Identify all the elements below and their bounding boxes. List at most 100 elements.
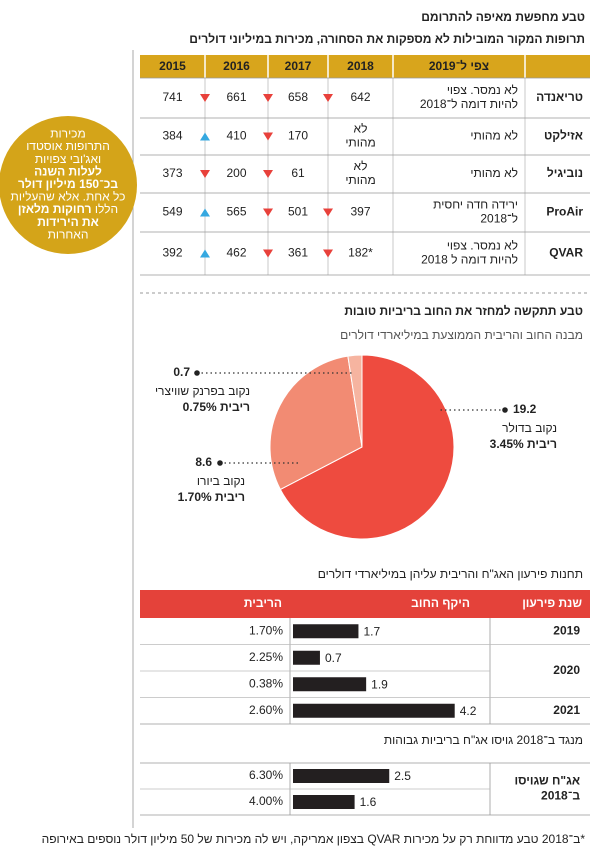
callout-line: האחרות	[48, 228, 89, 242]
chart-title: טבע תתקשה למחזר את החוב בריביות טובות	[344, 304, 583, 318]
leader-dot	[217, 460, 223, 466]
column-header: 2016	[223, 59, 250, 73]
chart-title: מנגד ב־2018 גויסו אג"ח בריביות גבוהות	[384, 733, 583, 747]
bar-value: 0.7	[325, 651, 342, 665]
cell-text: לא	[354, 122, 368, 136]
callout-text: האחרות	[48, 228, 89, 242]
bar	[293, 769, 390, 783]
arrow-up	[200, 132, 210, 141]
subtitle: תרופות המקור המובילות לא מספקות את הסחור…	[189, 32, 585, 46]
cell-number: 397	[350, 205, 370, 219]
callout-text: רחוקות מלאזן	[18, 202, 92, 216]
leader-dot	[502, 407, 508, 413]
rate-value: 3.45%	[490, 437, 524, 451]
cell-text: מהותי	[345, 173, 375, 187]
cell-number: 384	[162, 129, 182, 143]
callout-text: הללו	[95, 202, 118, 216]
cell-number: 410	[226, 129, 246, 143]
cell-number: 501	[288, 205, 308, 219]
cell-number: 200	[226, 166, 246, 180]
column-header: 2018	[347, 59, 374, 73]
bar-value: 4.2	[460, 704, 477, 718]
rate-value: 2.60%	[249, 703, 283, 717]
callout-text: את הירידות	[37, 215, 99, 229]
bar	[293, 650, 320, 665]
callout-text: לעלות השנה	[34, 165, 102, 179]
bar-value: 1.7	[363, 624, 380, 638]
callout-text: מכירות	[50, 127, 85, 141]
rate-label: ריבית	[220, 400, 250, 414]
callout-line: התרופות אוסטדו	[26, 139, 110, 153]
chart-subtitle: מבנה החוב והריבית הממוצעת במיליארדי דולר…	[340, 328, 583, 342]
callout-text: התרופות אוסטדו	[26, 139, 110, 153]
cell-text: ירידה חדה יחסית	[433, 198, 518, 212]
table-header	[140, 55, 590, 78]
cell-text: לא נמסר. צפוי	[447, 83, 518, 97]
cell-text: להיות דומה ל 2018	[421, 253, 518, 267]
row-name: QVAR	[549, 246, 583, 260]
callout-line: לעלות השנה	[34, 165, 102, 179]
cell-number: 565	[226, 205, 246, 219]
bar	[293, 703, 455, 718]
cell-number: 61	[291, 166, 305, 180]
category-label: אג"ח שגויסו	[514, 774, 580, 788]
arrow-down	[323, 249, 333, 258]
slice-name: נקוב בדולר	[502, 421, 557, 435]
rate-value: 2.25%	[249, 650, 283, 664]
rate-label: ריבית	[527, 437, 557, 451]
bar-value: 1.9	[371, 677, 388, 691]
arrow-down	[263, 208, 273, 217]
callout-line: ואג'ובי צפויות	[35, 152, 101, 166]
arrow-up	[200, 208, 210, 217]
category-label: 2021	[553, 703, 580, 717]
category-label: 2019	[553, 623, 580, 637]
pie-slice	[347, 354, 363, 448]
slice-value: 0.7	[173, 365, 190, 379]
callout-text: כל אחת. אלא שהעליות	[11, 190, 126, 204]
slice-name: נקוב ביורו	[197, 474, 245, 488]
arrow-up	[200, 249, 210, 258]
cell-number: 741	[162, 90, 182, 104]
pie-slice	[279, 354, 455, 540]
bar	[293, 677, 367, 692]
rate-label: ריבית	[215, 490, 245, 504]
row-name: ProAir	[546, 205, 583, 219]
cell-text: לא מהותי	[470, 129, 518, 143]
cell-text: מהותי	[345, 136, 375, 150]
callout-text: בכ־150 מיליון דולר	[18, 177, 118, 191]
cell-text: לא נמסר. צפוי	[447, 239, 518, 253]
slice-rate: ריבית 0.75%	[183, 400, 250, 414]
arrow-down	[263, 170, 273, 178]
arrow-down	[263, 94, 273, 102]
slice-rate: ריבית 1.70%	[178, 490, 245, 504]
row-name: אזילקט	[544, 129, 583, 143]
callout-line: כל אחת. אלא שהעליות	[11, 190, 126, 204]
column-header: הריבית	[244, 596, 282, 610]
column-header: 2015	[159, 59, 186, 73]
row-name: טריאנדה	[536, 90, 583, 104]
arrow-down	[200, 170, 210, 178]
slice-value: 19.2	[513, 402, 537, 416]
rate-value: 1.70%	[249, 623, 283, 637]
column-header: שנת פירעון	[522, 596, 582, 610]
footnote: *ב־2018 טבע מדווחת רק על מכירות QVAR בצפ…	[42, 832, 586, 846]
category-label: 2020	[553, 663, 580, 677]
rate-value: 1.70%	[178, 490, 212, 504]
cell-text: ל־2018	[480, 212, 518, 226]
cell-text: לא	[354, 159, 368, 173]
pie-slice	[269, 355, 363, 491]
slice-value: 8.6	[195, 455, 212, 469]
column-header: צפי ל־2019	[429, 59, 489, 73]
bar	[293, 795, 355, 809]
bar	[293, 624, 359, 639]
arrow-down	[323, 208, 333, 217]
cell-number: 642	[350, 90, 370, 104]
slice-name: נקוב בפרנק שוויצרי	[155, 384, 250, 398]
cell-number: 373	[162, 166, 182, 180]
cell-number: 392	[162, 246, 182, 260]
slice-rate: ריבית 3.45%	[490, 437, 557, 451]
rate-value: 0.75%	[183, 400, 217, 414]
bar-value: 2.5	[394, 769, 411, 783]
